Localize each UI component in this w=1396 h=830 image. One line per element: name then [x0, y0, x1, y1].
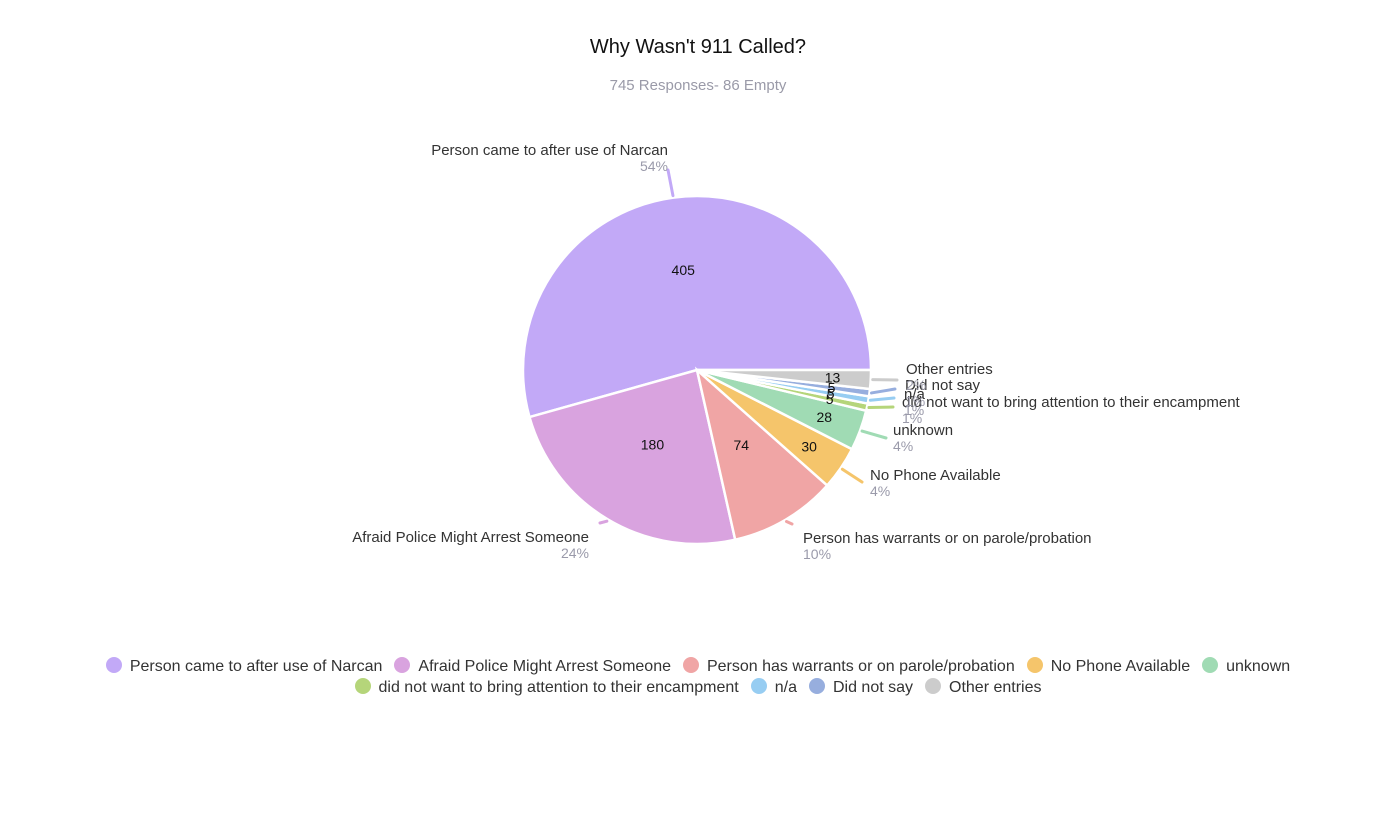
legend-label: No Phone Available: [1050, 658, 1191, 675]
legend-item-unknown[interactable]: unknown: [1202, 656, 1290, 677]
leader-line: [860, 429, 888, 440]
slice-category-label: Person has warrants or on parole/probati…: [803, 530, 1092, 547]
legend-swatch: [682, 657, 699, 673]
chart-legend: Person came to after use of Narcan Afraid…: [40, 656, 1356, 698]
chart-title: Why Wasn't 911 Called?: [589, 36, 807, 58]
slice-value-label: 5: [827, 385, 835, 401]
chart-subtitle: 745 Responses- 86 Empty: [609, 77, 787, 94]
slice-category-label: Did not say: [905, 377, 981, 394]
legend-label: Other entries: [949, 679, 1042, 696]
slice-percent-label: 54%: [640, 158, 668, 174]
slice-value-label: 30: [801, 438, 817, 454]
legend-swatch: [750, 678, 767, 694]
legend-label: Did not say: [832, 679, 914, 696]
leader-line: [869, 387, 897, 395]
slice-value-label: 13: [825, 369, 841, 385]
leader-line: [598, 519, 609, 525]
slice-category-label: No Phone Available: [870, 467, 1001, 484]
slice-percent-label: 24%: [561, 545, 589, 561]
leader-line: [840, 467, 864, 484]
slice-value-label: 5: [828, 380, 836, 396]
legend-label: unknown: [1226, 658, 1291, 675]
legend-swatch: [808, 678, 825, 694]
slice-percent-label: 4%: [870, 483, 890, 499]
legend-item-did-not-want-to-bring-attention-to-their-encampment[interactable]: did not want to bring attention to their…: [354, 677, 739, 698]
slice-percent-label: 4%: [893, 438, 913, 454]
slice-percent-label: 1%: [902, 410, 922, 426]
slice-value-label: 180: [641, 437, 665, 453]
slice-person-has-warrants-or-on-parole-probation[interactable]: [694, 366, 829, 542]
legend-swatch: [354, 678, 371, 694]
legend-label: Person has warrants or on parole/probati…: [706, 658, 1015, 675]
slice-category-label: unknown: [893, 422, 953, 439]
slice-percent-label: 1%: [905, 393, 925, 409]
leader-line: [784, 520, 794, 526]
slice-afraid-police-might-arrest-someone[interactable]: [527, 368, 737, 546]
slice-value-label: 5: [826, 391, 834, 407]
leader-line: [666, 168, 675, 198]
legend-item-person-has-warrants-or-on-parole-probation[interactable]: Person has warrants or on parole/probati…: [682, 656, 1015, 677]
legend-swatch: [1202, 657, 1219, 673]
slice-other-entries[interactable]: [696, 368, 873, 391]
legend-item-other-entries[interactable]: Other entries: [925, 677, 1042, 698]
slice-category-label: n/a: [904, 386, 926, 403]
legend-label: did not want to bring attention to their…: [378, 679, 739, 696]
legend-item-person-came-to-after-use-of-narcan[interactable]: Person came to after use of Narcan: [105, 656, 383, 677]
legend-swatch: [925, 678, 942, 694]
slice-person-came-to-after-use-of-narcan[interactable]: [521, 194, 873, 419]
legend-item-no-phone-available[interactable]: No Phone Available: [1026, 656, 1191, 677]
legend-item-afraid-police-might-arrest-someone[interactable]: Afraid Police Might Arrest Someone: [394, 656, 671, 677]
slice-value-label: 28: [817, 409, 833, 425]
slice-value-label: 74: [733, 437, 749, 453]
legend-swatch: [105, 657, 122, 673]
legend-swatch: [1026, 657, 1043, 673]
slice-percent-label: 2%: [906, 377, 926, 393]
slice-category-label: Other entries: [906, 361, 993, 378]
slice-value-label: 405: [672, 262, 696, 278]
leader-line: [867, 405, 895, 410]
legend-item-did-not-say[interactable]: Did not say: [808, 677, 914, 698]
slice-category-label: Person came to after use of Narcan: [431, 142, 668, 159]
legend-swatch: [394, 657, 411, 673]
slice-percent-label: 10%: [803, 546, 831, 562]
slice-category-label: did not want to bring attention to their…: [902, 394, 1241, 411]
legend-label: n/a: [774, 679, 797, 696]
legend-item-n-a[interactable]: n/a: [750, 677, 797, 698]
leader-line: [868, 396, 896, 402]
slice-percent-label: 1%: [904, 402, 924, 418]
legend-label: Person came to after use of Narcan: [129, 658, 383, 675]
slice-category-label: Afraid Police Might Arrest Someone: [352, 529, 589, 546]
legend-label: Afraid Police Might Arrest Someone: [418, 658, 671, 675]
